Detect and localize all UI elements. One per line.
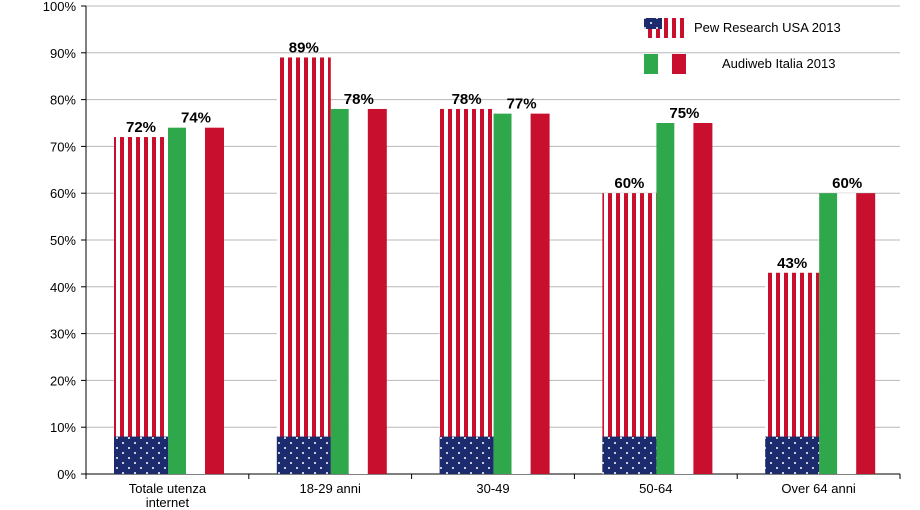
- x-category-label: internet: [146, 495, 190, 510]
- bar-italy-green: [330, 108, 349, 475]
- x-category-label: 18-29 anni: [299, 481, 361, 496]
- legend-swatch-us-canton: [644, 18, 662, 29]
- legend-item-italy: Audiweb Italia 2013: [644, 54, 835, 74]
- bar-italy-red: [530, 113, 550, 474]
- bar-italy: [656, 123, 713, 474]
- x-category-label: 30-49: [476, 481, 509, 496]
- data-label-us: 72%: [126, 119, 156, 136]
- bar-us: [439, 108, 494, 475]
- bar-us-stripes: [276, 57, 331, 474]
- bar-us-stars: [602, 436, 657, 474]
- data-label-italy: 78%: [344, 91, 374, 108]
- bar-italy-white: [511, 113, 531, 474]
- y-tick-label: 60%: [50, 186, 76, 201]
- legend-label-us: Pew Research USA 2013: [694, 20, 841, 35]
- data-label-us: 78%: [452, 91, 482, 108]
- bar-italy-red: [856, 193, 876, 474]
- y-tick-label: 0%: [57, 467, 76, 482]
- bar-italy-green: [168, 127, 186, 475]
- y-tick-label: 20%: [50, 373, 76, 388]
- data-label-us: 43%: [777, 255, 807, 272]
- y-tick-label: 90%: [50, 46, 76, 61]
- bar-italy-green: [819, 193, 838, 474]
- bar-us: [602, 193, 657, 474]
- bar-us-stars: [276, 436, 331, 474]
- bar-italy: [493, 113, 550, 474]
- data-label-italy: 60%: [832, 175, 862, 192]
- labels-layer: 72% 74% 89% 78% 78% 77% 60% 75% 43% 60%: [126, 39, 862, 271]
- y-tick-label: 100%: [43, 0, 77, 14]
- x-category-label: Over 64 anni: [781, 481, 856, 496]
- bar-italy-green: [493, 113, 512, 474]
- bar-us: [114, 137, 168, 475]
- bar-italy-green: [656, 123, 675, 474]
- bar-italy: [168, 127, 224, 475]
- bar-us-stars: [114, 436, 168, 474]
- bar-italy-red: [693, 123, 713, 474]
- y-tick-label: 10%: [50, 420, 76, 435]
- bar-italy-white: [186, 127, 205, 475]
- y-tick-label: 80%: [50, 93, 76, 108]
- bar-us: [765, 272, 820, 474]
- bar-us-stars: [439, 436, 494, 474]
- data-label-italy: 75%: [669, 105, 699, 122]
- x-category-label: 50-64: [639, 481, 672, 496]
- bar-italy-red: [205, 127, 224, 475]
- y-tick-label: 40%: [50, 280, 76, 295]
- bar-us-stripes: [602, 193, 657, 474]
- legend-item-us: Pew Research USA 2013: [644, 18, 841, 38]
- bar-italy-white: [837, 193, 857, 474]
- data-label-us: 60%: [614, 175, 644, 192]
- bar-italy: [330, 108, 387, 475]
- x-category-label: Totale utenza: [129, 481, 207, 496]
- legend-swatch-italy-green: [644, 54, 658, 74]
- bar-italy-white: [674, 123, 694, 474]
- data-label-italy: 77%: [507, 96, 537, 113]
- bar-italy: [819, 193, 876, 474]
- data-label-italy: 74%: [181, 110, 211, 127]
- y-tick-label: 30%: [50, 327, 76, 342]
- bar-italy-white: [348, 108, 368, 475]
- bar-us: [276, 57, 331, 474]
- y-tick-label: 50%: [50, 233, 76, 248]
- legend-swatch-italy-red: [672, 54, 686, 74]
- data-label-us: 89%: [289, 39, 319, 56]
- bar-us-stripes: [439, 108, 494, 475]
- legend: Pew Research USA 2013 Audiweb Italia 2013: [644, 18, 841, 74]
- bar-us-stripes: [114, 137, 168, 475]
- bar-us-stars: [765, 436, 820, 474]
- bars-layer: [114, 57, 876, 475]
- y-tick-label: 70%: [50, 139, 76, 154]
- legend-label-italy: Audiweb Italia 2013: [722, 56, 835, 71]
- bar-italy-red: [367, 108, 387, 475]
